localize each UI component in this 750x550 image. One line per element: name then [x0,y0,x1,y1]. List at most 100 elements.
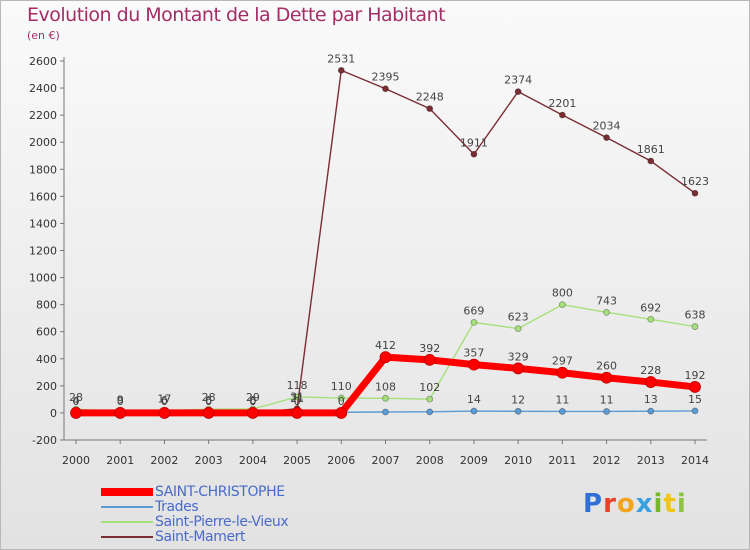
data-label: 743 [596,294,617,307]
x-tick-label: 2003 [195,454,223,467]
x-tick-label: 2000 [62,454,90,467]
data-label: 17 [157,393,171,406]
data-label: 4 [73,394,80,407]
data-label: 0 [73,395,80,408]
chart-subtitle: (en €) [27,29,60,42]
legend-label: SAINT-CHRISTOPHE [155,484,285,500]
logo-letter: o [616,489,636,519]
data-label: 28 [202,391,216,404]
proxiti-logo: Proxiti [583,489,687,519]
data-label: 329 [508,350,529,363]
x-tick-label: 2010 [504,454,532,467]
data-point [337,66,345,74]
y-tick-label: 2400 [29,82,57,95]
x-tick-label: 2007 [372,454,400,467]
logo-letter: i [676,489,687,519]
data-point [512,362,525,375]
y-tick-label: 800 [36,299,57,312]
data-point [514,407,522,415]
data-label: 102 [419,381,440,394]
data-label: 800 [552,287,573,300]
data-point [426,105,434,113]
data-point [558,408,566,415]
y-tick-label: 2000 [29,136,57,149]
y-tick-label: 1800 [29,163,57,176]
x-tick-label: 2006 [327,454,355,467]
data-label: 1911 [460,136,488,149]
data-label: 260 [596,360,617,373]
data-label: 14 [467,393,481,406]
legend-swatch [101,536,153,538]
data-label: 29 [246,391,260,404]
data-label: 228 [640,364,661,377]
data-point [600,371,613,384]
data-label: 9 [117,394,124,407]
x-tick-label: 2005 [283,454,311,467]
data-point [426,395,434,403]
data-point [246,407,259,419]
data-point [514,325,522,333]
data-point [335,407,348,419]
data-point [603,134,610,142]
data-label: 297 [552,355,573,368]
legend-swatch [101,506,153,508]
legend-swatch [101,488,153,496]
data-label: 110 [331,380,352,393]
x-tick-label: 2013 [637,454,665,467]
data-label: 21 [290,392,304,405]
legend-label: Saint-Mamert [155,529,246,545]
series-layer [70,66,701,419]
x-tick-label: 2012 [593,454,621,467]
data-label: 0 [294,395,301,408]
data-label: 118 [287,379,308,392]
data-label: 2034 [593,120,621,133]
data-label: 12 [511,393,525,406]
data-label: 13 [644,393,658,406]
data-point [379,351,392,364]
data-point [556,366,569,379]
data-point [691,407,699,415]
data-point [382,408,389,416]
data-point [114,407,127,419]
data-point [337,394,345,402]
logo-letter: t [663,489,677,519]
data-point [470,318,478,326]
y-tick-label: 0 [50,407,57,420]
data-point [603,408,610,415]
data-label: 6 [161,394,168,407]
logo-letter: P [583,489,604,519]
x-tick-label: 2004 [239,454,267,467]
data-label: 2201 [548,97,576,110]
axes: -200020040060080010001200140016001800200… [29,55,709,467]
data-label: 669 [463,304,484,317]
data-label: 192 [685,369,706,382]
data-label: 6 [205,394,212,407]
data-point [689,381,701,393]
data-point [558,301,566,309]
y-tick-label: 400 [36,353,57,366]
y-tick-label: 2200 [29,109,57,122]
logo-letter: x [635,489,654,519]
data-point [382,85,389,93]
logo-letter: i [653,489,664,519]
data-label: 11 [600,393,614,406]
data-label: 412 [375,339,396,352]
data-label: 11 [555,393,569,406]
data-label: 28 [69,391,83,404]
y-tick-label: 1600 [29,190,57,203]
legend-swatch [101,521,153,523]
data-label: 9 [117,394,124,407]
data-point [291,407,303,419]
data-label: 2395 [372,71,400,84]
y-tick-label: 200 [36,380,57,393]
data-point [158,407,171,419]
data-label: 638 [685,309,706,322]
y-tick-label: 1400 [29,217,57,230]
data-point [470,150,478,158]
data-label: 392 [419,342,440,355]
x-tick-label: 2011 [548,454,576,467]
data-label: 0 [117,395,124,408]
data-point [691,323,699,330]
